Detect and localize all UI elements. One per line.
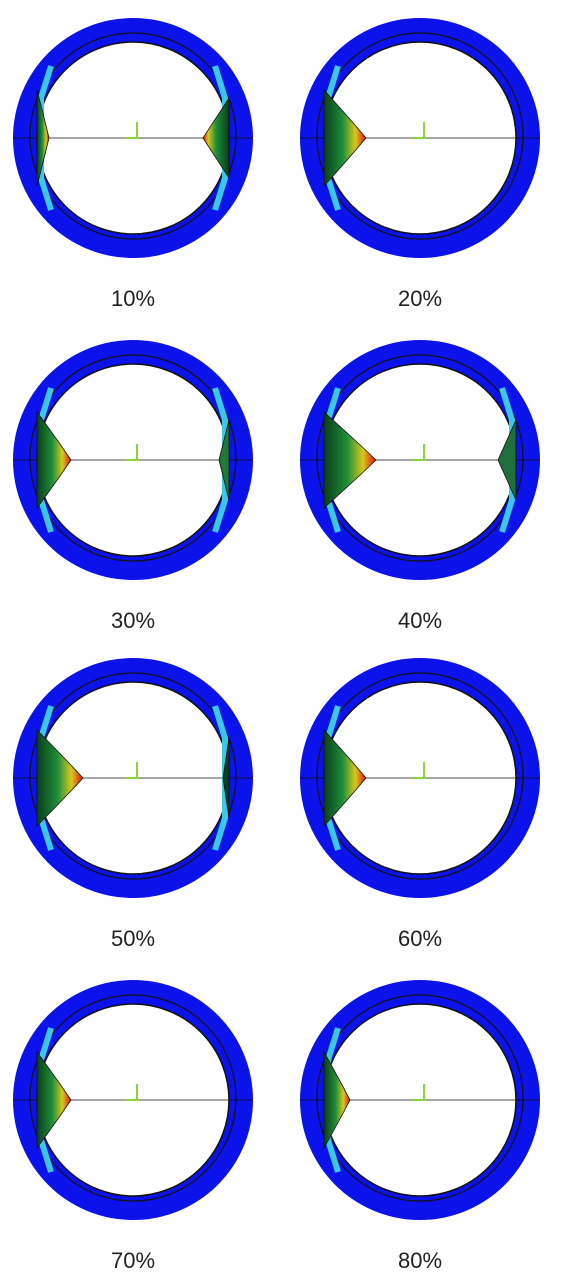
panel: 70% (13, 980, 253, 1273)
panel: 60% (300, 658, 540, 951)
panel-label: 30% (111, 608, 155, 633)
panel: 50% (13, 658, 253, 951)
panel-label: 60% (398, 926, 442, 951)
panel: 10% (13, 18, 253, 311)
panel: 40% (300, 340, 540, 633)
panel: 20% (300, 18, 540, 311)
panel-label: 50% (111, 926, 155, 951)
figure: 10% 20% 30% 40% 50% 60% 70% 80% (0, 0, 563, 1280)
panel-label: 10% (111, 286, 155, 311)
panel: 30% (13, 340, 253, 633)
panel-label: 80% (398, 1248, 442, 1273)
panel-label: 20% (398, 286, 442, 311)
panel: 80% (300, 980, 540, 1273)
panel-label: 70% (111, 1248, 155, 1273)
panel-label: 40% (398, 608, 442, 633)
